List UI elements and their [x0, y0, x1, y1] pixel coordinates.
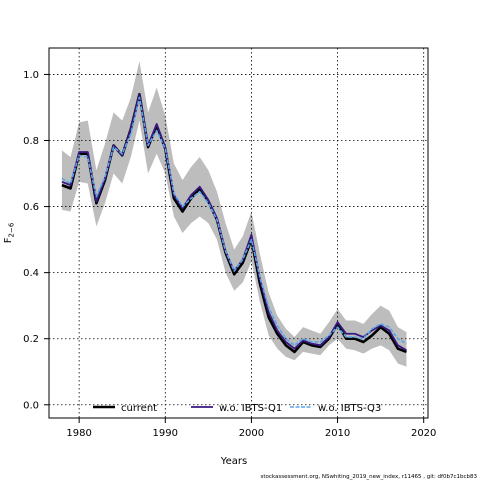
y-axis: 0.0 0.2 0.4 0.6 0.8 1.0: [23, 70, 49, 411]
y-axis-label: F2−6: [3, 222, 16, 243]
y-tick-label: 1.0: [23, 70, 39, 81]
x-tick-label: 2000: [239, 428, 264, 439]
footer-text: stockassessment.org, NSwhiting_2019_new_…: [260, 474, 477, 480]
y-axis-label-main: F: [3, 237, 14, 243]
legend-label-2: w.o. IBTS-Q3: [318, 403, 381, 414]
x-tick-label: 1980: [66, 428, 91, 439]
legend: current w.o. IBTS-Q1 w.o. IBTS-Q3: [93, 403, 381, 414]
confidence-band: [61, 61, 407, 367]
legend-label-0: current: [121, 403, 157, 414]
y-tick-label: 0.0: [23, 400, 39, 411]
series-line-2: [61, 96, 407, 347]
y-tick-label: 0.4: [23, 268, 39, 279]
y-axis-label-subscript: 2−6: [8, 222, 16, 237]
x-axis: 1980 1990 2000 2010 2020: [66, 418, 436, 439]
y-tick-label: 0.8: [23, 136, 39, 147]
x-tick-label: 1990: [153, 428, 178, 439]
x-tick-label: 2010: [325, 428, 350, 439]
confidence-band-area: [61, 61, 407, 367]
plot-frame: [48, 47, 429, 419]
legend-label-1: w.o. IBTS-Q1: [219, 403, 282, 414]
grid-lines: [49, 48, 428, 418]
y-tick-label: 0.2: [23, 334, 39, 345]
series-lines: [61, 92, 407, 354]
x-axis-label: Years: [220, 456, 247, 467]
x-tick-label: 2020: [411, 428, 436, 439]
y-tick-label: 0.6: [23, 202, 39, 213]
